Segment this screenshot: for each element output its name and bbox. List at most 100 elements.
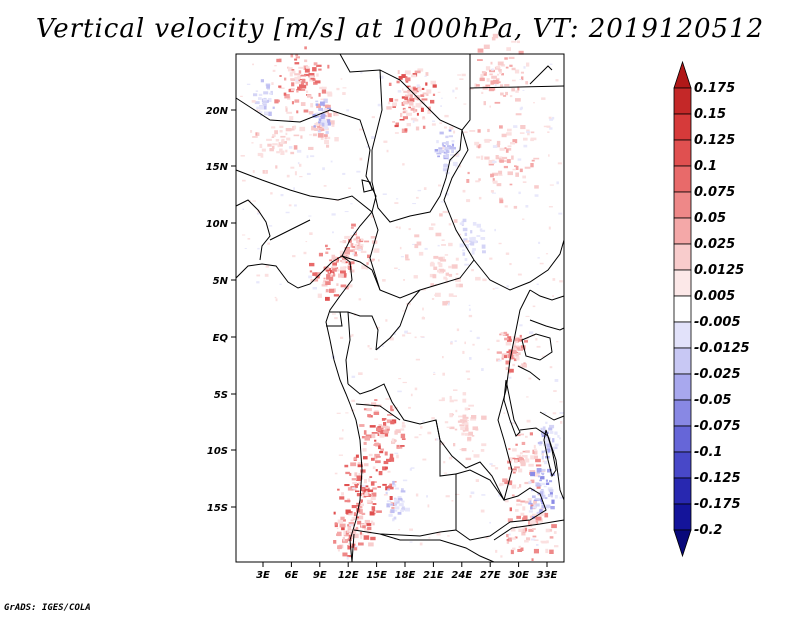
field-cell <box>383 460 389 465</box>
field-cell <box>390 420 395 425</box>
field-cell <box>369 146 372 148</box>
field-cell <box>471 250 475 255</box>
field-cell <box>474 83 477 88</box>
field-cell <box>408 106 412 109</box>
field-cell <box>292 126 295 131</box>
field-cell <box>509 263 512 266</box>
field-cell <box>371 402 377 405</box>
field-cell <box>458 415 463 418</box>
field-cell <box>325 289 329 292</box>
field-cell <box>402 107 406 111</box>
field-cell <box>337 488 340 491</box>
field-cell <box>473 454 480 458</box>
field-cell <box>524 539 529 543</box>
field-cell <box>410 94 413 99</box>
field-cell <box>499 69 502 74</box>
field-cell <box>330 269 335 274</box>
field-cell <box>401 96 406 99</box>
field-cell <box>290 53 294 58</box>
field-cell <box>431 298 435 300</box>
field-cell <box>442 210 449 214</box>
field-cell <box>508 56 515 59</box>
field-cell <box>530 506 533 510</box>
field-cell <box>324 104 331 109</box>
field-cell <box>326 274 331 278</box>
field-cell <box>388 82 392 86</box>
field-cell <box>496 183 502 187</box>
field-cell <box>302 85 307 89</box>
field-cell <box>554 495 558 499</box>
field-cell <box>549 118 554 121</box>
field-cell <box>293 145 298 150</box>
field-cell <box>339 250 344 255</box>
field-cell <box>494 101 501 104</box>
field-cell <box>294 73 300 76</box>
field-cell <box>448 223 452 226</box>
field-cell <box>367 345 370 348</box>
field-cell <box>462 392 467 396</box>
field-cell <box>512 547 516 551</box>
field-cell <box>405 70 411 75</box>
field-cell <box>469 308 471 311</box>
field-cell <box>364 528 370 532</box>
field-cell <box>449 426 455 430</box>
field-cell <box>342 257 346 262</box>
field-cell <box>340 284 347 288</box>
field-cell <box>309 78 313 82</box>
field-cell <box>481 494 486 496</box>
field-cell <box>518 528 525 532</box>
field-cell <box>371 506 376 511</box>
field-cell <box>383 425 389 428</box>
field-cell <box>334 472 338 475</box>
field-cell <box>462 218 467 223</box>
field-cell <box>491 37 496 41</box>
lat-tick-label: 15N <box>206 162 229 173</box>
field-cell <box>447 302 450 306</box>
field-cell <box>415 493 419 497</box>
field-cell <box>477 144 481 149</box>
field-cell <box>460 419 465 421</box>
field-cell <box>317 133 324 138</box>
field-cell <box>442 145 446 148</box>
field-cell <box>366 499 372 503</box>
field-cell <box>324 139 329 145</box>
field-cell <box>545 504 551 508</box>
field-cell <box>444 114 449 118</box>
field-cell <box>329 288 335 293</box>
field-cell <box>422 420 425 422</box>
field-cell <box>322 167 325 171</box>
field-cell <box>559 496 563 499</box>
field-cell <box>448 265 452 269</box>
field-cell <box>310 103 314 108</box>
field-cell <box>483 71 487 76</box>
field-cell <box>453 219 458 223</box>
field-cell <box>323 185 327 187</box>
field-cell <box>494 287 499 289</box>
field-cell <box>365 523 372 526</box>
field-cell <box>347 312 350 314</box>
border-wa-inland <box>235 199 311 261</box>
field-cell <box>541 97 546 100</box>
field-cell <box>325 244 328 247</box>
field-cell <box>342 429 344 432</box>
field-cell <box>549 480 553 483</box>
field-cell <box>536 544 539 546</box>
field-cell <box>462 252 466 256</box>
field-cell <box>477 129 481 133</box>
field-cell <box>381 425 385 429</box>
field-cell <box>299 163 302 167</box>
field-cell <box>318 116 321 119</box>
field-cell <box>322 281 328 284</box>
field-cell <box>360 238 363 241</box>
field-cell <box>394 503 398 506</box>
field-cell <box>280 194 284 197</box>
field-cell <box>361 436 367 439</box>
field-cell <box>409 86 414 90</box>
field-cell <box>353 456 358 461</box>
field-cell <box>347 526 352 531</box>
field-cell <box>457 74 461 76</box>
field-cell <box>528 481 532 484</box>
colorbar-segment <box>673 165 692 193</box>
colorbar-segment <box>673 503 692 531</box>
field-cell <box>331 213 336 216</box>
